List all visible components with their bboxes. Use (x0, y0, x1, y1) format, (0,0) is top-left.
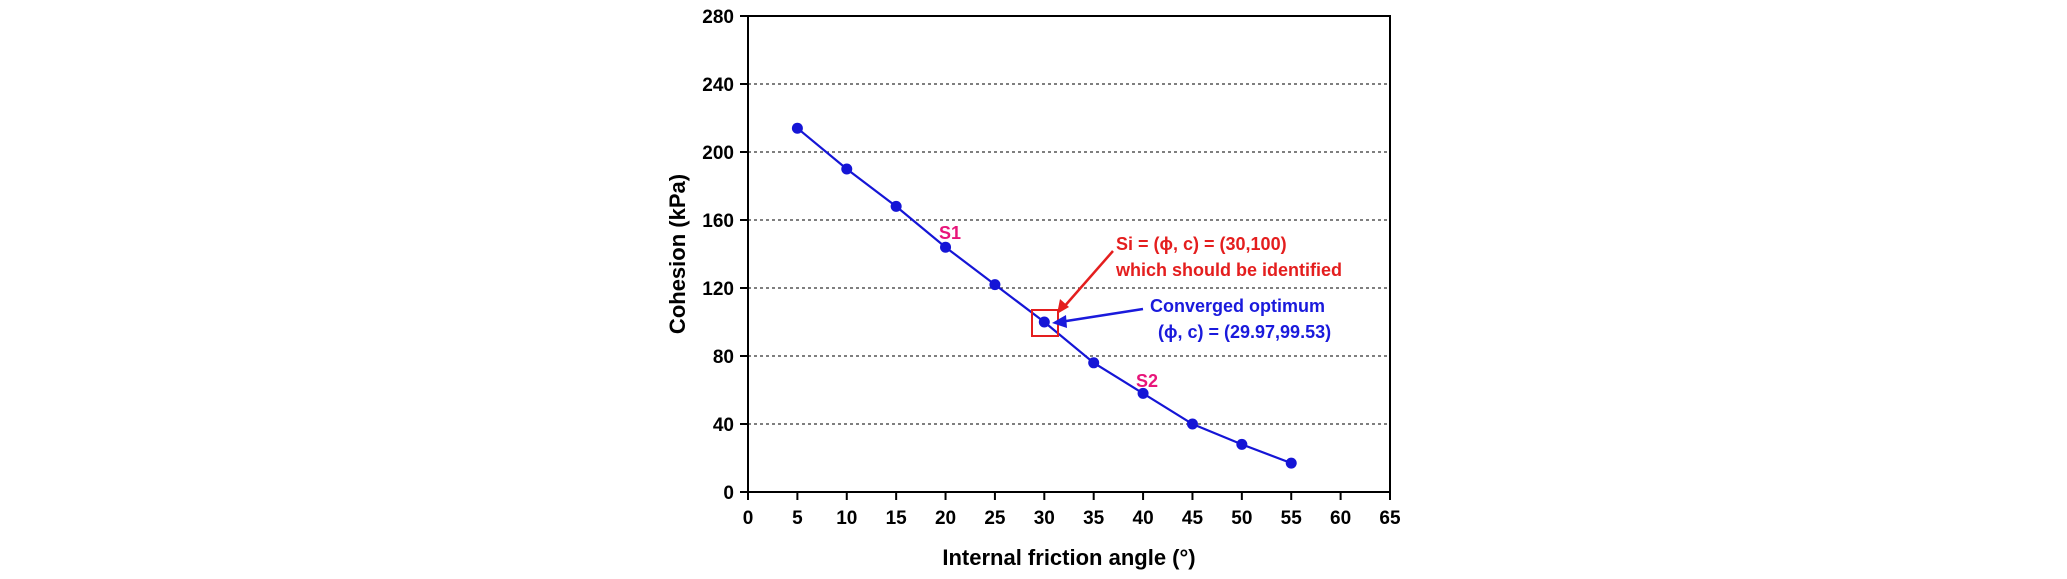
x-tick-label: 35 (1083, 508, 1105, 529)
y-tick-label: 40 (713, 415, 734, 436)
data-point (1137, 387, 1149, 399)
x-tick-label: 20 (935, 508, 956, 529)
data-point (1088, 357, 1100, 369)
optimum-label-line2: (ϕ, c) = (29.97,99.53) (1158, 322, 1331, 342)
annotation-layer: S1 S2 Si = (ϕ, c) = (30,100) which shoul… (939, 223, 1342, 391)
y-tick-label: 120 (702, 279, 734, 300)
optimum-label-line1: Converged optimum (1150, 296, 1325, 316)
x-tick-label: 30 (1034, 508, 1055, 529)
target-label-line2: which should be identified (1115, 260, 1342, 280)
optimum-arrow (1059, 307, 1144, 324)
y-tick-label: 0 (723, 483, 734, 504)
data-point (1038, 316, 1050, 328)
data-point (940, 241, 952, 253)
data-point (1285, 457, 1297, 469)
y-tick-label: 80 (713, 347, 734, 368)
target-arrow-head (1057, 299, 1069, 314)
data-point (841, 163, 853, 175)
ticks-layer: 0 40 80 120 160 200 240 280 0 5 10 15 20 25 30 35 40 45 50… (702, 7, 1401, 529)
label-s1: S1 (939, 223, 961, 243)
optimum-arrow-head (1052, 315, 1067, 328)
x-axis-title: Internal friction angle (°) (942, 545, 1195, 570)
x-tick-label: 40 (1133, 508, 1154, 529)
y-axis-title: Cohesion (kPa) (665, 174, 690, 334)
x-tick-label: 0 (743, 508, 754, 529)
y-tick-label: 240 (702, 75, 734, 96)
x-tick-label: 15 (886, 508, 908, 529)
data-point (989, 279, 1001, 291)
target-label-line1: Si = (ϕ, c) = (30,100) (1116, 234, 1287, 254)
x-tick-label: 50 (1231, 508, 1252, 529)
x-tick-label: 65 (1379, 508, 1401, 529)
plot-frame (747, 15, 1391, 493)
y-tick-label: 160 (702, 211, 734, 232)
data-point (1236, 438, 1248, 450)
y-tick-label: 280 (702, 7, 734, 28)
x-tick-label: 45 (1182, 508, 1204, 529)
data-point (791, 122, 803, 134)
grid-layer (748, 83, 1390, 425)
x-tick-label: 25 (984, 508, 1006, 529)
target-arrow (1062, 250, 1114, 309)
data-point (890, 200, 902, 212)
label-s2: S2 (1136, 371, 1158, 391)
x-tick-label: 60 (1330, 508, 1351, 529)
y-tick-label: 200 (702, 143, 734, 164)
series-layer (791, 122, 1297, 469)
x-tick-label: 10 (836, 508, 857, 529)
x-tick-label: 5 (792, 508, 803, 529)
x-tick-label: 55 (1281, 508, 1303, 529)
data-point (1186, 418, 1198, 430)
